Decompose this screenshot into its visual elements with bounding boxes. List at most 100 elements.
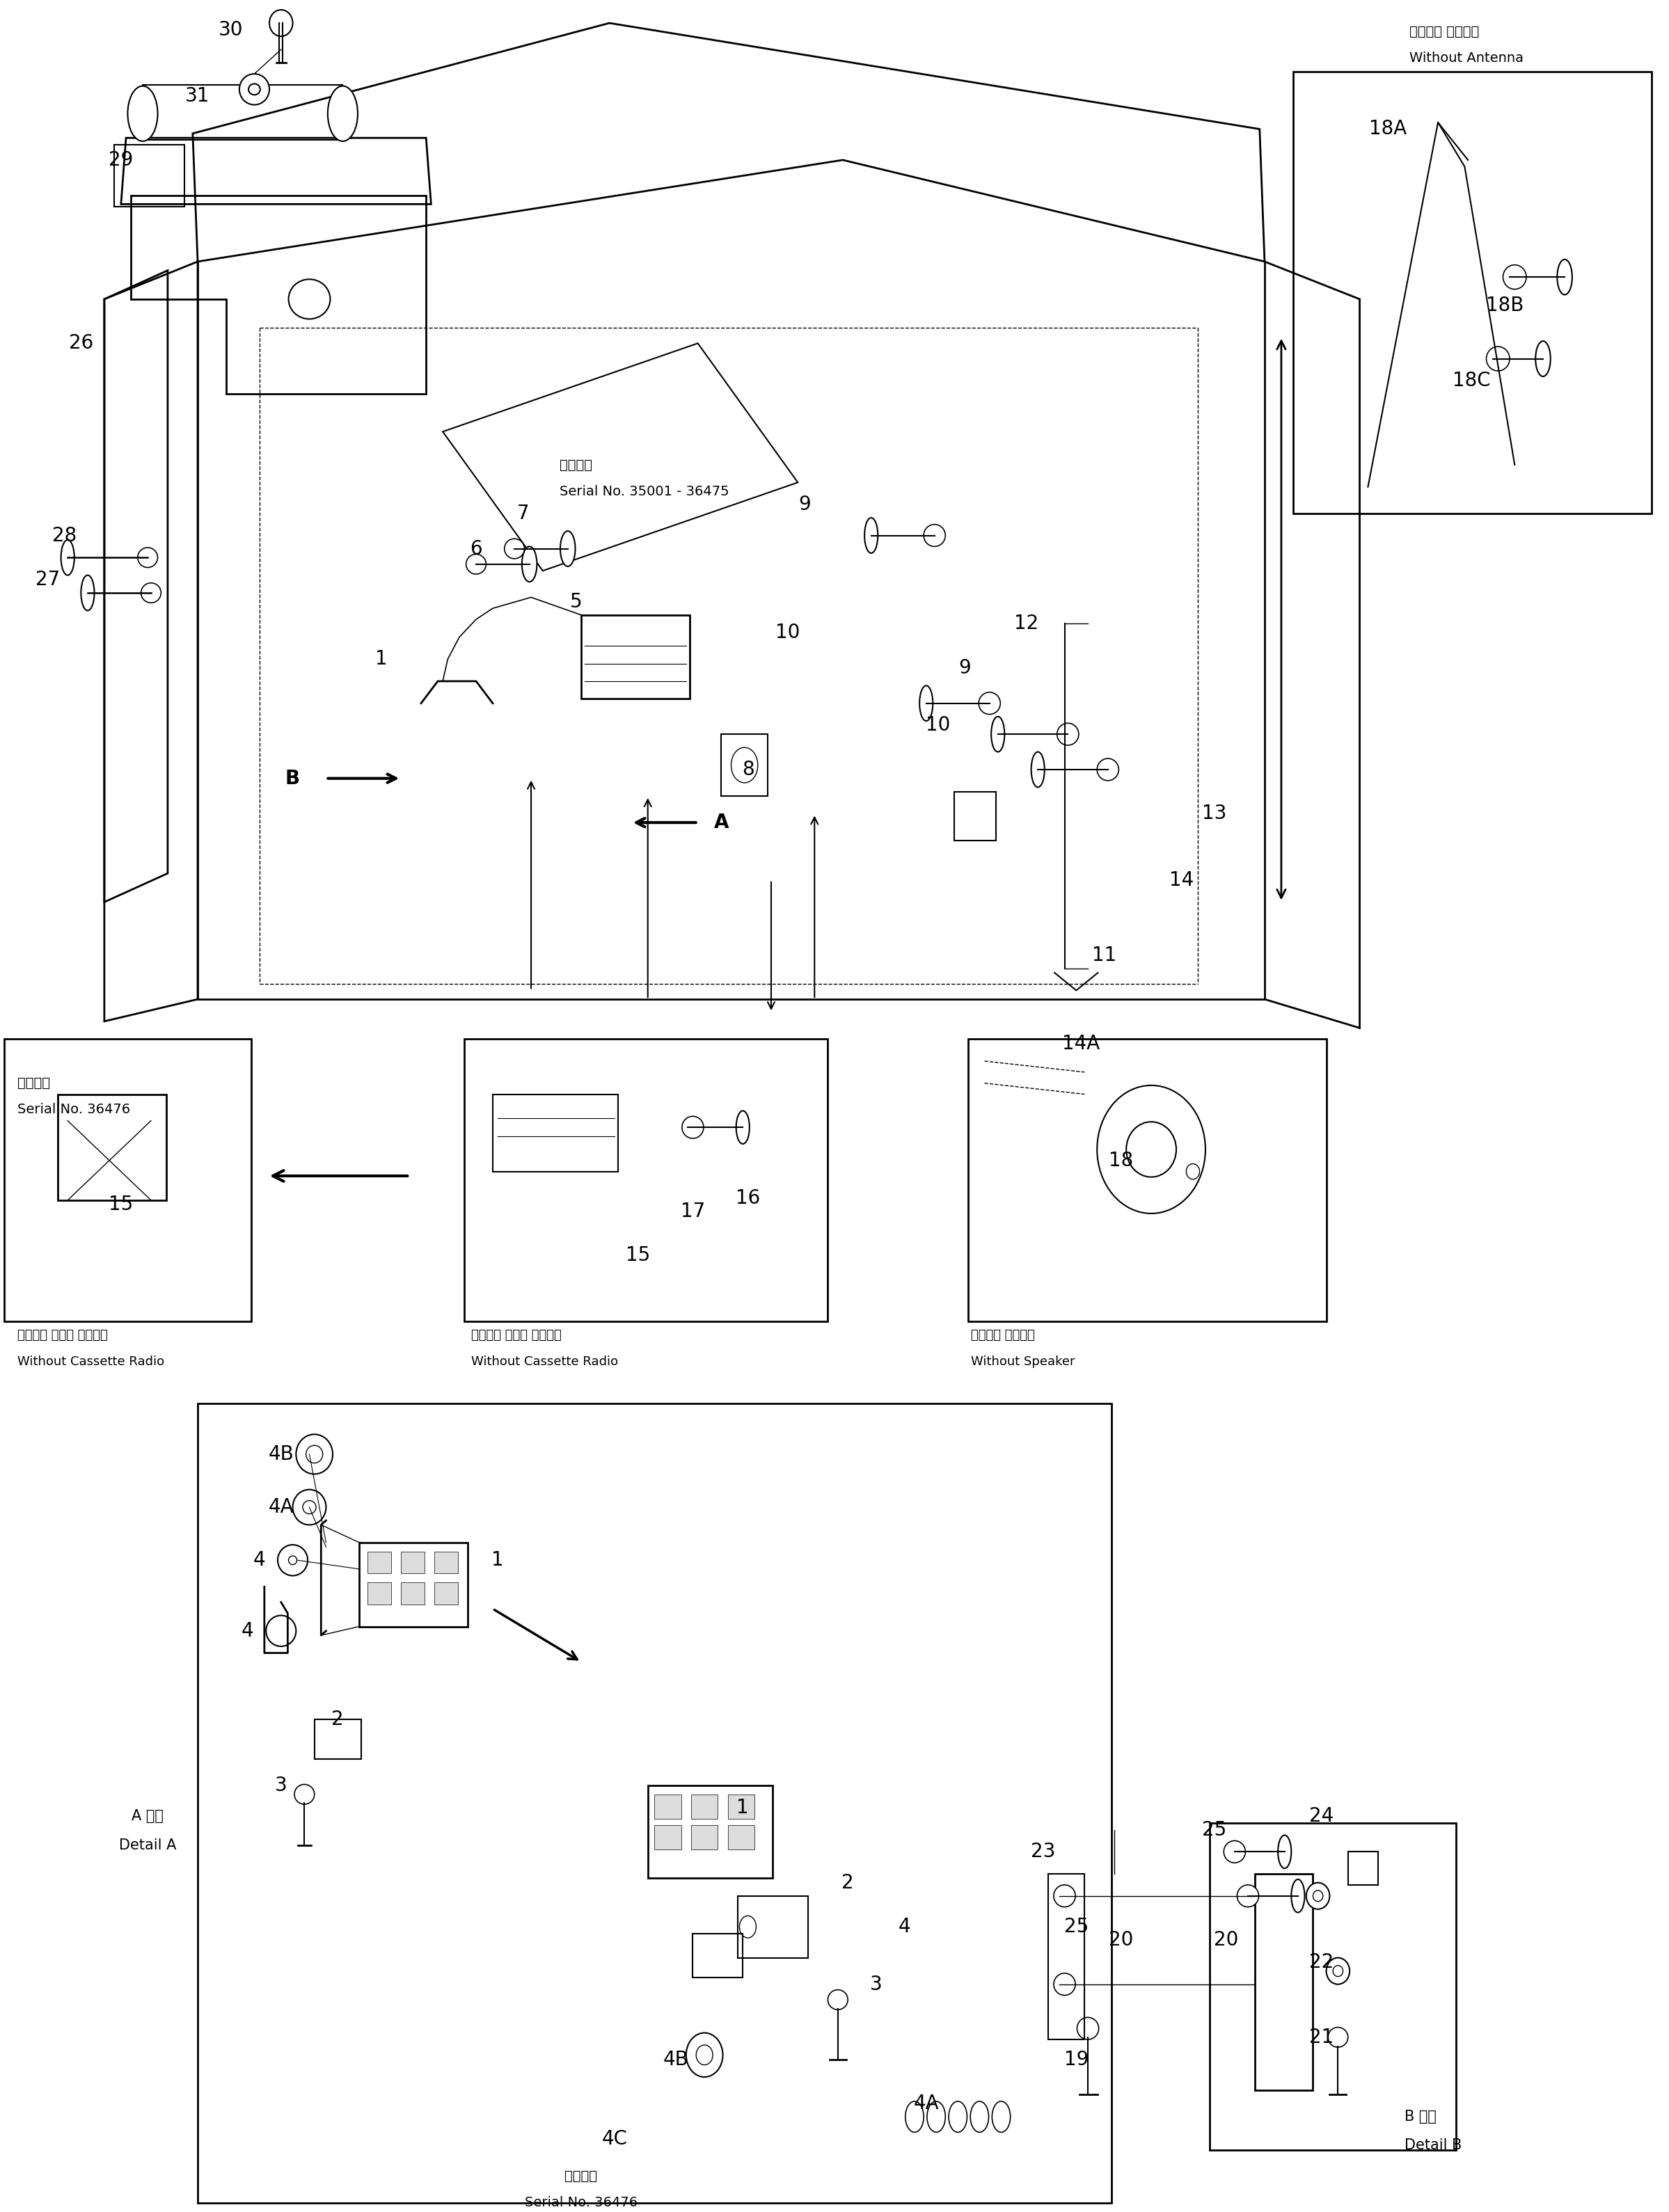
Text: カセット フジオ 未装着時: カセット フジオ 未装着時 [471,1329,561,1340]
Text: 5: 5 [571,593,582,611]
Text: 4B: 4B [269,1444,294,1464]
Ellipse shape [865,518,878,553]
Text: 18A: 18A [1369,119,1407,139]
Ellipse shape [137,549,157,568]
Bar [728,1794,754,1818]
Text: 26: 26 [68,334,93,354]
Ellipse shape [1187,1164,1200,1179]
Ellipse shape [923,524,945,546]
Text: 8: 8 [741,759,754,779]
Bar [434,1551,457,1573]
Text: 16: 16 [736,1188,759,1208]
Bar [359,1542,467,1626]
Text: 13: 13 [1202,803,1227,823]
Ellipse shape [970,2101,988,2132]
Bar [968,1040,1327,1323]
Ellipse shape [1314,1891,1324,1902]
Bar [367,1551,391,1573]
Text: 31: 31 [185,86,210,106]
Bar [492,1095,618,1172]
Text: A: A [714,812,729,832]
Ellipse shape [828,1991,848,2011]
Ellipse shape [561,531,576,566]
Text: 23: 23 [1030,1843,1055,1863]
Text: 15: 15 [108,1194,134,1214]
Ellipse shape [991,2101,1010,2132]
Bar [738,1896,808,1958]
Text: 28: 28 [52,526,77,544]
Text: 18C: 18C [1452,372,1490,392]
Text: 4: 4 [254,1551,265,1571]
Ellipse shape [948,2101,966,2132]
Text: 24: 24 [1308,1807,1334,1827]
Ellipse shape [731,748,758,783]
Bar [691,1825,718,1849]
Text: スピーカ 未装着時: スピーカ 未装着時 [971,1329,1035,1340]
Ellipse shape [1053,1885,1075,1907]
Text: 4B: 4B [663,2051,689,2068]
Text: 3: 3 [870,1975,883,1993]
Ellipse shape [1237,1885,1258,1907]
Ellipse shape [294,1785,314,1805]
Ellipse shape [920,686,933,721]
Text: 9: 9 [798,495,811,513]
Text: Without Speaker: Without Speaker [971,1356,1075,1367]
Ellipse shape [127,86,157,142]
Ellipse shape [1292,1880,1305,1913]
Ellipse shape [289,279,330,319]
Ellipse shape [504,540,524,560]
Ellipse shape [62,540,75,575]
Ellipse shape [1307,1882,1330,1909]
Ellipse shape [1097,759,1118,781]
Text: 30: 30 [219,20,244,40]
Bar [401,1582,424,1604]
Text: 25: 25 [1063,1918,1088,1936]
Text: 20: 20 [1213,1931,1238,1949]
Bar [1048,1874,1085,2039]
Bar [58,1095,165,1201]
Text: 18B: 18B [1485,296,1524,316]
Ellipse shape [289,1555,297,1564]
Text: 適用号機: 適用号機 [564,2170,598,2183]
Bar [464,1040,828,1323]
Text: カセット ラジオ 未装着時: カセット ラジオ 未装着時 [18,1329,108,1340]
Text: 10: 10 [926,717,950,734]
Ellipse shape [1053,1973,1075,1995]
Bar [654,1825,681,1849]
Text: 20: 20 [1108,1931,1133,1949]
Text: 2: 2 [841,1874,855,1893]
Bar [1349,1851,1379,1885]
Text: 4A: 4A [269,1498,294,1517]
Ellipse shape [686,2033,723,2077]
Ellipse shape [1535,341,1551,376]
Ellipse shape [1223,1840,1245,1863]
Ellipse shape [522,546,537,582]
Text: Without Antenna: Without Antenna [1410,51,1524,64]
Bar [401,1551,424,1573]
Text: 1: 1 [492,1551,504,1571]
Text: 4C: 4C [601,2130,628,2148]
Text: A 詳細: A 詳細 [132,1809,164,1823]
Bar [648,1785,773,1878]
Bar [654,1794,681,1818]
Text: 10: 10 [776,624,799,641]
Text: 7: 7 [517,504,529,522]
Text: 9: 9 [958,659,971,677]
Text: 1: 1 [736,1798,749,1818]
Bar [1293,71,1651,513]
Ellipse shape [926,2101,945,2132]
Bar [1255,1874,1314,2090]
Ellipse shape [1329,2028,1349,2046]
Ellipse shape [1097,1086,1205,1214]
Bar [955,792,996,841]
Bar [434,1582,457,1604]
Ellipse shape [327,86,357,142]
Ellipse shape [1278,1836,1292,1869]
Ellipse shape [736,1110,749,1144]
Text: Without Cassette Radio: Without Cassette Radio [471,1356,618,1367]
Ellipse shape [978,692,1000,714]
Text: Serial No. 36476: Serial No. 36476 [18,1104,130,1117]
Text: Detail B: Detail B [1405,2139,1462,2152]
Bar [721,734,768,796]
Text: Detail A: Detail A [118,1838,177,1851]
